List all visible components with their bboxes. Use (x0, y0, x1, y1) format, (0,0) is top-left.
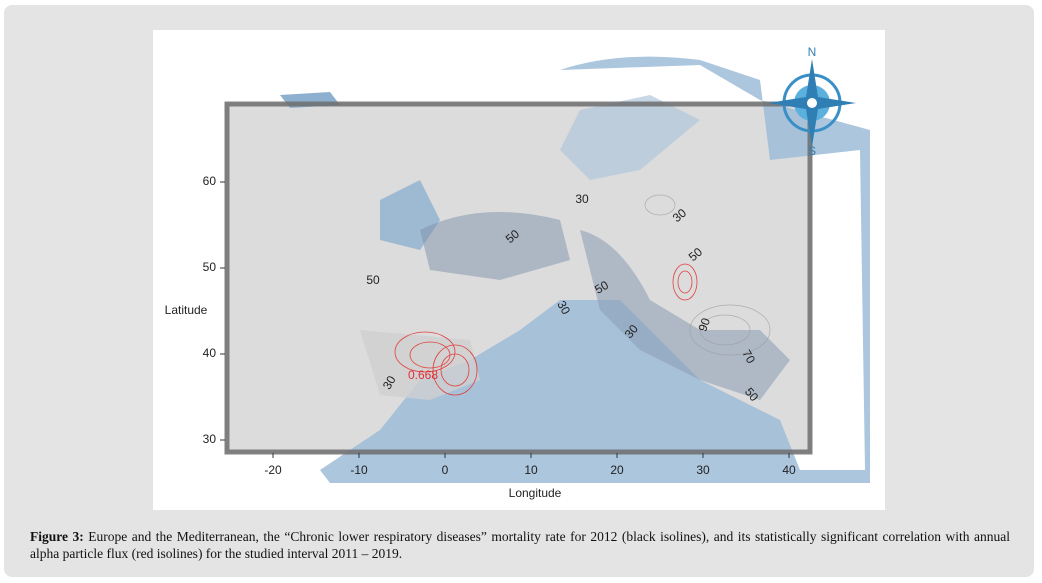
x-tick-label: 0 (442, 463, 449, 477)
x-tick-label: 30 (696, 463, 710, 477)
x-tick-label: -20 (264, 463, 282, 477)
x-tick-label: 40 (782, 463, 796, 477)
caption-text: Europe and the Mediterranean, the “Chron… (30, 529, 1010, 561)
compass-letter: S (808, 144, 816, 158)
x-tick-label: 20 (610, 463, 624, 477)
isoline-label: 50 (366, 273, 380, 287)
isoline-label: 0.668 (408, 368, 438, 382)
x-tick-label: 10 (524, 463, 538, 477)
compass-rose (768, 59, 856, 147)
y-axis-label: Latitude (165, 303, 208, 317)
x-axis-label: Longitude (509, 486, 562, 500)
figure: -20 -10 0 10 20 30 40 60 50 40 30 Longitude Latitude… (153, 30, 885, 510)
caption-label: Figure 3: (30, 529, 84, 544)
y-tick-label: 60 (203, 174, 217, 188)
isoline-label: 70 (739, 347, 758, 366)
isoline-label: 30 (575, 192, 589, 206)
y-tick-label: 50 (203, 260, 217, 274)
compass-letter: N (808, 45, 817, 59)
y-tick-label: 30 (203, 432, 217, 446)
y-tick-label: 40 (203, 346, 217, 360)
map (224, 56, 870, 484)
axes: -20 -10 0 10 20 30 40 60 50 40 30 Longitude Latitude… (165, 45, 817, 500)
isoline-label: 30 (380, 373, 399, 392)
x-tick-label: -10 (350, 463, 368, 477)
isoline-label: 50 (592, 278, 611, 297)
isoline-label: 30 (554, 298, 573, 317)
isoline-label: 90 (695, 316, 713, 334)
caption: Figure 3: Europe and the Mediterranean, … (30, 528, 1010, 562)
